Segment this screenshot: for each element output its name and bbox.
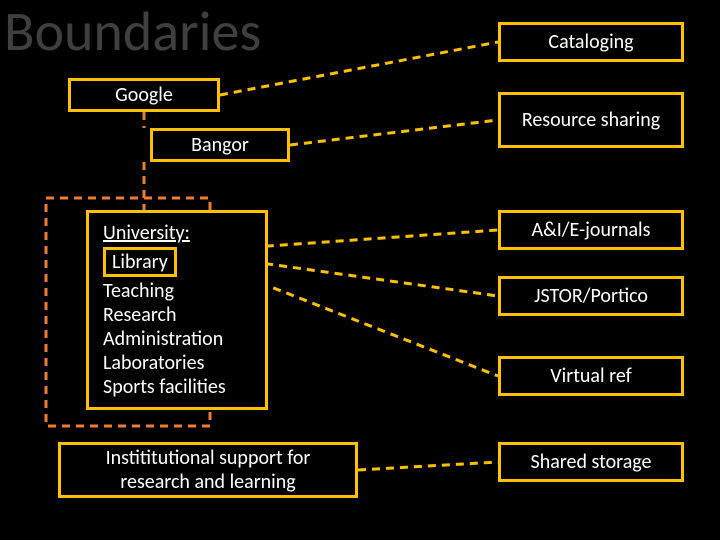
library-inner-box: Library [103,247,177,277]
university-item: Laboratories [103,351,251,375]
university-header: University: [103,221,251,245]
node-vref: Virtual ref [498,356,684,396]
university-item: Sports facilities [103,375,251,399]
university-item: Teaching [103,279,251,303]
university-items: TeachingResearchAdministrationLaboratori… [103,279,251,399]
node-university: University: Library TeachingResearchAdmi… [86,210,268,410]
node-bangor: Bangor [150,128,290,162]
page-title: Boundaries [4,0,261,66]
node-google: Google [68,78,220,112]
university-item: Research [103,303,251,327]
node-ai: A&I/E-journals [498,210,684,250]
node-support: Instititutional support for research and… [58,442,358,498]
node-storage: Shared storage [498,442,684,482]
node-cataloging: Cataloging [498,22,684,62]
node-resource: Resource sharing [498,92,684,148]
node-jstor: JSTOR/Portico [498,276,684,316]
university-item: Administration [103,327,251,351]
